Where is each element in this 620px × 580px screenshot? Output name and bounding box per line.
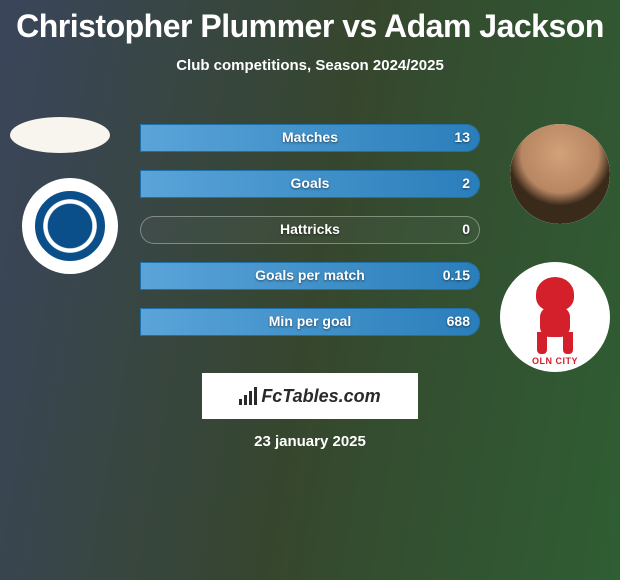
player1-avatar [10, 117, 110, 153]
player2-avatar [510, 124, 610, 224]
date-label: 23 january 2025 [0, 433, 620, 450]
avatar-placeholder-icon [10, 117, 110, 153]
stat-value-right: 688 [447, 313, 470, 329]
stat-label: Min per goal [140, 313, 480, 329]
stat-row: Min per goal688 [140, 308, 480, 336]
club-crest-icon [35, 191, 105, 261]
stats-chart: Matches13 Goals2 Hattricks0 Goals per match… [140, 124, 480, 354]
avatar-photo [510, 124, 610, 224]
barchart-icon [239, 387, 257, 405]
stat-label: Goals per match [140, 267, 480, 283]
stat-value-right: 0 [462, 221, 470, 237]
stat-row: Goals per match0.15 [140, 262, 480, 290]
stat-value-right: 13 [454, 129, 470, 145]
page-title: Christopher Plummer vs Adam Jackson [0, 0, 620, 45]
club-name-text: OLN CITY [500, 356, 610, 366]
stat-value-right: 2 [462, 175, 470, 191]
face-icon [510, 124, 610, 224]
stat-label: Hattricks [140, 221, 480, 237]
vs-text: vs [342, 8, 377, 44]
player1-name: Christopher Plummer [16, 8, 334, 44]
stat-row: Hattricks0 [140, 216, 480, 244]
stat-value-right: 0.15 [443, 267, 470, 283]
source-logo: FcTables.com [202, 373, 418, 419]
stat-label: Goals [140, 175, 480, 191]
stat-row: Matches13 [140, 124, 480, 152]
player2-club-badge: OLN CITY [500, 262, 610, 372]
subtitle: Club competitions, Season 2024/2025 [0, 57, 620, 74]
imp-mascot-icon [520, 277, 590, 357]
player2-name: Adam Jackson [384, 8, 604, 44]
comparison-card: Christopher Plummer vs Adam Jackson Club… [0, 0, 620, 580]
player1-club-badge [22, 178, 118, 274]
logo-text: FcTables.com [261, 386, 380, 407]
stat-row: Goals2 [140, 170, 480, 198]
stat-label: Matches [140, 129, 480, 145]
